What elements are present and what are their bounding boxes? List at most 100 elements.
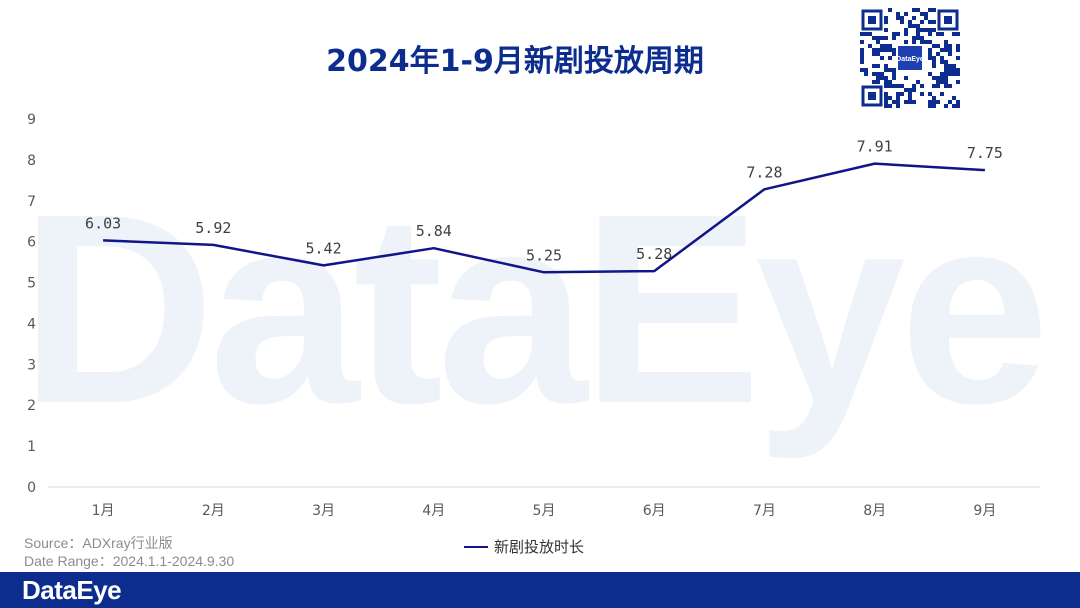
qr-module: [912, 100, 916, 104]
qr-module: [920, 84, 924, 88]
qr-module: [884, 20, 888, 24]
qr-module: [940, 92, 944, 96]
data-label: 7.75: [967, 144, 1003, 162]
qr-module: [860, 56, 864, 60]
qr-module: [912, 84, 916, 88]
qr-code: DataEye: [860, 8, 960, 108]
qr-module: [908, 92, 912, 96]
qr-module: [884, 16, 888, 20]
y-tick-label: 4: [27, 316, 36, 332]
qr-module: [908, 96, 912, 100]
y-tick-label: 3: [27, 357, 36, 373]
qr-module: [948, 84, 952, 88]
qr-module: [880, 36, 884, 40]
x-tick-label: 5月: [533, 503, 556, 519]
qr-module: [884, 104, 888, 108]
qr-module: [900, 16, 904, 20]
qr-module: [944, 84, 948, 88]
x-tick-label: 6月: [643, 503, 666, 519]
qr-module: [932, 60, 936, 64]
qr-module: [888, 80, 892, 84]
qr-module: [928, 52, 932, 56]
qr-module: [944, 80, 948, 84]
qr-module: [876, 52, 880, 56]
qr-module: [860, 52, 864, 56]
qr-module: [892, 84, 896, 88]
qr-module: [956, 104, 960, 108]
qr-module: [920, 12, 924, 16]
source-note: Source：ADXray行业版 Date Range：2024.1.1-202…: [24, 534, 234, 570]
qr-module: [904, 76, 908, 80]
qr-module: [888, 104, 892, 108]
line-chart: 0 1 2 3 4 5 6 7 8 9 1月 2月 3月 4月 5月 6月 7月 8月 9月 6.03 5.92 5.…: [27, 112, 1040, 519]
qr-module: [888, 96, 892, 100]
qr-module: [952, 32, 956, 36]
qr-module: [908, 24, 912, 28]
qr-module: [956, 80, 960, 84]
qr-module: [912, 8, 916, 12]
qr-module: [932, 56, 936, 60]
data-label: 5.42: [305, 239, 341, 257]
qr-module: [884, 68, 888, 72]
qr-module: [956, 100, 960, 104]
qr-module: [928, 72, 932, 76]
qr-module: [880, 72, 884, 76]
qr-module: [884, 80, 888, 84]
y-tick-label: 5: [27, 276, 36, 292]
y-tick-label: 9: [27, 112, 36, 128]
qr-module: [948, 44, 952, 48]
qr-module: [876, 80, 880, 84]
qr-module: [868, 32, 872, 36]
qr-module: [892, 100, 896, 104]
qr-module: [896, 104, 900, 108]
qr-module: [940, 56, 944, 60]
qr-module: [892, 76, 896, 80]
qr-module: [884, 36, 888, 40]
qr-module: [904, 28, 908, 32]
qr-module: [952, 96, 956, 100]
qr-module: [896, 100, 900, 104]
qr-module: [944, 104, 948, 108]
qr-module: [864, 72, 868, 76]
qr-module: [956, 32, 960, 36]
data-label: 7.91: [857, 138, 893, 156]
legend-swatch: [464, 545, 488, 548]
qr-module: [892, 52, 896, 56]
qr-module: [936, 52, 940, 56]
qr-module: [884, 28, 888, 32]
series-line-新剧投放时长: [103, 162, 985, 274]
qr-module: [900, 20, 904, 24]
qr-module: [920, 92, 924, 96]
qr-module: [900, 84, 904, 88]
x-tick-label: 9月: [973, 503, 996, 519]
qr-logo-text: DataEye: [896, 56, 924, 63]
qr-module: [892, 36, 896, 40]
x-tick-label: 2月: [202, 503, 225, 519]
x-axis-ticks: 1月 2月 3月 4月 5月 6月 7月 8月 9月: [92, 503, 997, 519]
qr-module: [920, 36, 924, 40]
qr-module: [928, 92, 932, 96]
qr-module: [952, 64, 956, 68]
qr-module: [892, 68, 896, 72]
qr-module: [928, 56, 932, 60]
qr-module: [932, 44, 936, 48]
qr-module: [876, 48, 880, 52]
qr-module: [932, 28, 936, 32]
qr-module: [924, 12, 928, 16]
data-label: 5.28: [636, 245, 672, 263]
qr-module: [876, 76, 880, 80]
qr-module: [860, 60, 864, 64]
qr-module: [928, 8, 932, 12]
qr-module: [868, 44, 872, 48]
qr-module: [872, 64, 876, 68]
qr-module: [940, 76, 944, 80]
x-tick-label: 8月: [863, 503, 886, 519]
qr-module: [916, 32, 920, 36]
source-line: Source：ADXray行业版: [24, 535, 173, 551]
qr-module: [936, 84, 940, 88]
qr-module: [952, 72, 956, 76]
qr-module: [956, 72, 960, 76]
qr-module: [940, 80, 944, 84]
qr-module: [948, 48, 952, 52]
qr-module: [916, 80, 920, 84]
